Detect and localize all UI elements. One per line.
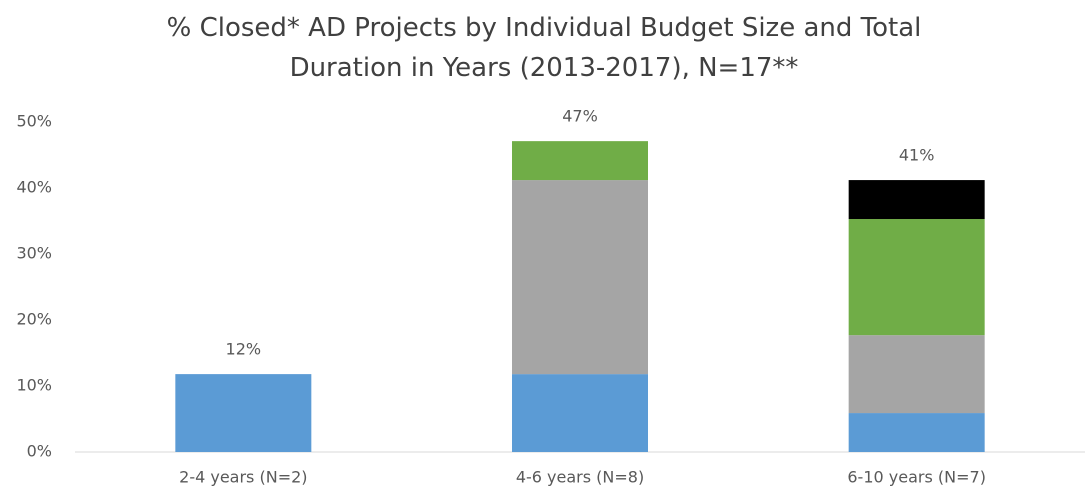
y-tick-label: 50%: [16, 112, 52, 131]
total-label: 47%: [562, 107, 598, 126]
y-tick-label: 30%: [16, 244, 52, 263]
x-tick-label: 4-6 years (N=8): [516, 468, 644, 487]
bar-segment: [512, 180, 648, 375]
total-label: 41%: [899, 146, 935, 165]
y-tick-label: 10%: [16, 376, 52, 395]
x-tick-label: 2-4 years (N=2): [179, 468, 307, 487]
bar-segment: [848, 413, 985, 452]
total-label: 12%: [226, 340, 262, 359]
y-tick-label: 0%: [27, 442, 52, 461]
bar-segment: [848, 219, 985, 336]
bar-segment: [175, 374, 312, 452]
bar-segment: [848, 180, 985, 220]
bar-segment: [512, 141, 648, 181]
bar-segment: [848, 335, 985, 414]
bar-segment: [512, 374, 648, 452]
x-tick-label: 6-10 years (N=7): [847, 468, 986, 487]
y-tick-label: 20%: [16, 310, 52, 329]
chart-title: % Closed* AD Projects by Individual Budg…: [166, 13, 922, 83]
y-tick-label: 40%: [16, 178, 52, 197]
